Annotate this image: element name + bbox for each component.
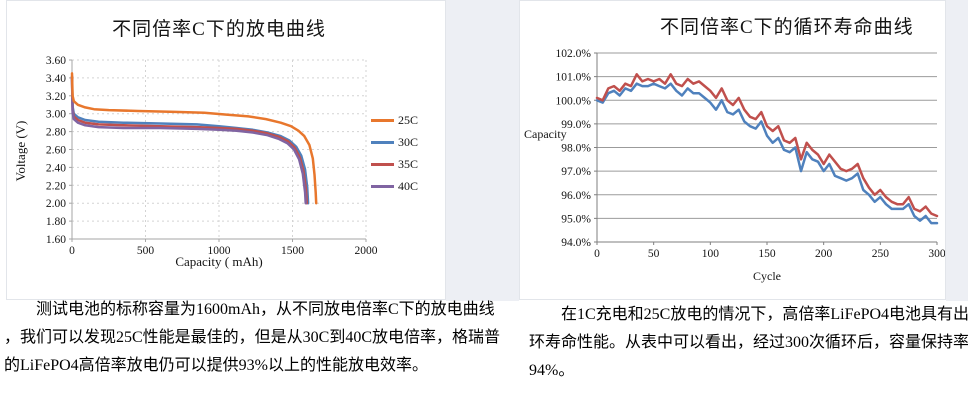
discharge-chart-title: 不同倍率C下的放电曲线 bbox=[112, 19, 326, 40]
x-tick-label: 0 bbox=[594, 248, 600, 260]
legend-line-swatch bbox=[371, 162, 394, 166]
discharge-chart: 1.60 1.80 2.00 2.20 2.40 2.60 2.80 3.00 3.20 3.40… bbox=[46, 55, 378, 257]
cycle-life-description: 在1C充电和25C放电的情况下，高倍率LiFePO4电池具有出色的循 环寿命性能… bbox=[529, 301, 968, 385]
x-tick-label: 1500 bbox=[281, 245, 304, 257]
legend-line-swatch bbox=[371, 140, 394, 144]
x-tick-label: 150 bbox=[758, 248, 776, 260]
series-25C bbox=[70, 72, 318, 205]
cycle-life-chart-panel: 不同倍率C下的循环寿命曲线 94.0% 95.0% 96.0% 97.0% 98.0% 9… bbox=[519, 0, 946, 300]
x-tick-label: 300 bbox=[928, 248, 945, 260]
description-line: 环寿命性能。从表中可以看出，经过300次循环后，容量保持率超过 bbox=[529, 334, 968, 351]
y-tick-label: 3.20 bbox=[46, 91, 66, 103]
description-line: 测试电池的标称容量为1600mAh，从不同放电倍率C下的放电曲线 bbox=[36, 301, 495, 318]
description-line: 的LiFePO4高倍率放电仍可以提供93%以上的性能放电效率。 bbox=[4, 357, 429, 374]
x-tick-label: 2000 bbox=[355, 245, 378, 257]
legend-item-30C: 30C bbox=[371, 131, 418, 153]
x-tick-label: 250 bbox=[872, 248, 890, 260]
discharge-chart-panel: 不同倍率C下的放电曲线 1.60 1.80 2.00 2.20 2.40 2.60 2.80… bbox=[6, 0, 446, 300]
legend-item-25C: 25C bbox=[371, 109, 418, 131]
discharge-x-axis-label: Capacity ( mAh) bbox=[175, 254, 263, 269]
y-tick-label: 100.0% bbox=[556, 95, 592, 107]
y-tick-label: 2.80 bbox=[46, 127, 66, 139]
right-gutter bbox=[946, 0, 968, 301]
discharge-legend: 25C 30C 35C 40C bbox=[371, 109, 418, 197]
y-tick-label: 101.0% bbox=[556, 72, 592, 84]
cycle-life-chart-title: 不同倍率C下的循环寿命曲线 bbox=[660, 17, 914, 38]
x-tick-label: 200 bbox=[815, 248, 833, 260]
y-tick-label: 1.60 bbox=[46, 234, 66, 246]
cycle-y-axis-label: Capacity bbox=[524, 127, 567, 141]
x-tick-label: 500 bbox=[137, 245, 155, 257]
y-tick-label: 102.0% bbox=[556, 48, 592, 60]
legend-item-35C: 35C bbox=[371, 153, 418, 175]
y-tick-label: 2.60 bbox=[46, 145, 66, 157]
y-tick-label: 98.0% bbox=[561, 143, 591, 155]
series-red bbox=[595, 73, 939, 218]
series-35C bbox=[70, 75, 309, 205]
x-tick-label: 1000 bbox=[208, 245, 231, 257]
y-tick-label: 1.80 bbox=[46, 216, 66, 228]
y-tick-label: 3.00 bbox=[46, 109, 66, 121]
legend-label: 35C bbox=[398, 156, 419, 171]
y-tick-label: 2.20 bbox=[46, 180, 66, 192]
description-line: 94%。 bbox=[529, 362, 575, 379]
y-tick-label: 96.0% bbox=[561, 190, 591, 202]
y-tick-label: 2.40 bbox=[46, 162, 66, 174]
series-blue bbox=[595, 82, 939, 225]
legend-line-swatch bbox=[371, 118, 394, 122]
description-line: 在1C充电和25C放电的情况下，高倍率LiFePO4电池具有出色的循 bbox=[561, 306, 968, 323]
cycle-x-axis-label: Cycle bbox=[753, 269, 781, 283]
y-tick-label: 94.0% bbox=[561, 237, 591, 249]
series-30C bbox=[70, 74, 310, 205]
y-tick-label: 99.0% bbox=[561, 119, 591, 131]
x-tick-label: 100 bbox=[702, 248, 720, 260]
y-tick-label: 3.40 bbox=[46, 73, 66, 85]
y-tick-label: 3.60 bbox=[46, 55, 66, 67]
legend-line-swatch bbox=[371, 184, 394, 188]
discharge-description: 测试电池的标称容量为1600mAh，从不同放电倍率C下的放电曲线 ，我们可以发现… bbox=[4, 296, 501, 380]
y-tick-label: 97.0% bbox=[561, 166, 591, 178]
x-tick-label: 50 bbox=[648, 248, 660, 260]
legend-label: 30C bbox=[398, 134, 419, 149]
legend-item-40C: 40C bbox=[371, 175, 418, 197]
series-40C bbox=[70, 76, 307, 205]
cycle-life-chart: 94.0% 95.0% 96.0% 97.0% 98.0% 99.0% 100.0% 101.… bbox=[556, 48, 945, 260]
discharge-y-axis-label: Voltage (V) bbox=[13, 120, 28, 182]
middle-gutter bbox=[446, 0, 519, 301]
x-tick-label: 0 bbox=[69, 245, 75, 257]
legend-label: 40C bbox=[398, 178, 419, 193]
legend-label: 25C bbox=[398, 112, 419, 127]
y-tick-label: 95.0% bbox=[561, 213, 591, 225]
description-line: ，我们可以发现25C性能是最佳的，但是从30C到40C放电倍率，格瑞普 bbox=[4, 329, 501, 346]
y-tick-label: 2.00 bbox=[46, 198, 66, 210]
